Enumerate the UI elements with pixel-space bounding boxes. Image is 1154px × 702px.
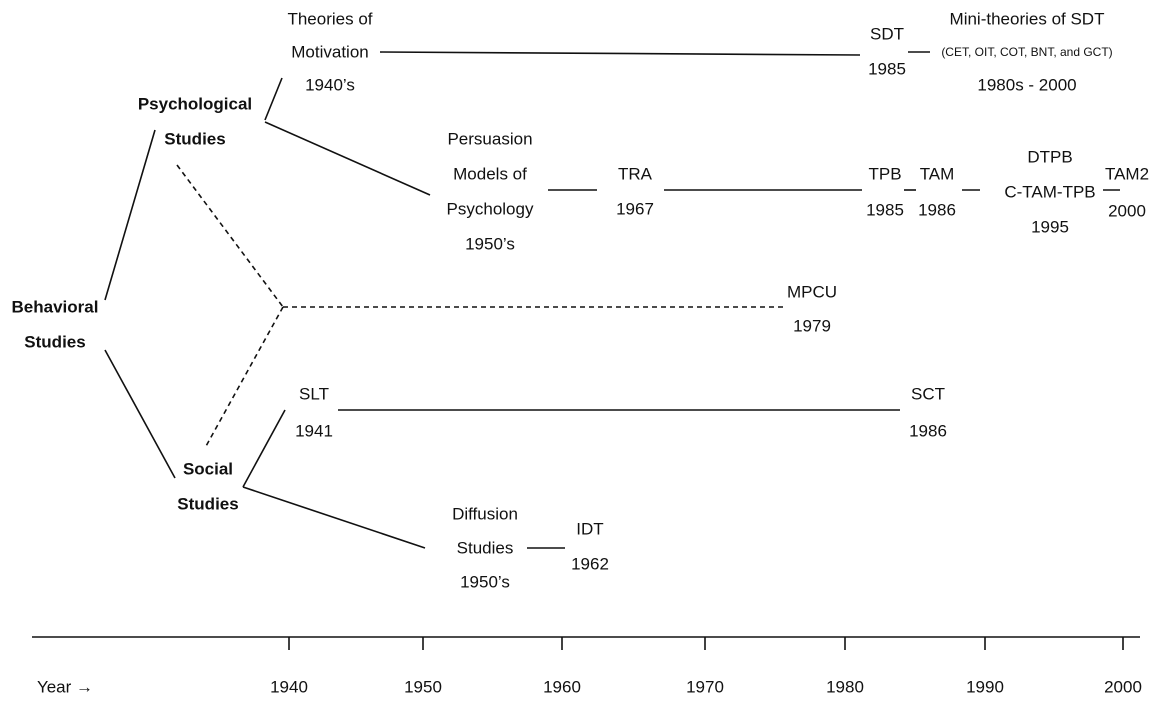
node-label: (CET, OIT, COT, BNT, and GCT)	[941, 45, 1112, 59]
node-label: Studies	[177, 494, 238, 513]
node-label: TAM2	[1105, 164, 1149, 183]
dashed-connector	[204, 306, 284, 449]
node-label: 1980s - 2000	[977, 75, 1076, 94]
node-label: Mini-theories of SDT	[950, 9, 1105, 28]
node-label: 1986	[909, 421, 947, 440]
axis-tick-label: 1970	[686, 677, 724, 696]
node-label: 1950’s	[460, 572, 510, 591]
connector	[104, 129, 156, 301]
node-label: 1962	[571, 554, 609, 573]
dashed-connector	[176, 164, 284, 308]
connector	[264, 121, 431, 196]
node-label: TPB	[868, 164, 901, 183]
node-label: Persuasion	[447, 129, 532, 148]
node-label: Studies	[24, 332, 85, 351]
node-label: Studies	[457, 538, 514, 557]
axis-tick-label: 2000	[1104, 677, 1142, 696]
node-label: 1941	[295, 421, 333, 440]
connectors	[32, 51, 1140, 638]
node-label: 2000	[1108, 201, 1146, 220]
node-label: TAM	[920, 164, 955, 183]
connector	[242, 486, 426, 549]
connector	[264, 77, 283, 121]
node-label: MPCU	[787, 282, 837, 301]
axis-tick-label: 1990	[966, 677, 1004, 696]
node-label: Theories of	[287, 9, 372, 28]
node-label: SLT	[299, 384, 329, 403]
node-label: C-TAM-TPB	[1004, 182, 1095, 201]
connector	[242, 409, 286, 488]
node-label: Motivation	[291, 42, 368, 61]
connector	[379, 51, 861, 56]
node-label: 1979	[793, 316, 831, 335]
node-label: 1986	[918, 200, 956, 219]
node-label: SDT	[870, 24, 904, 43]
node-label: Studies	[164, 129, 225, 148]
node-label: TRA	[618, 164, 653, 183]
node-label: IDT	[576, 519, 603, 538]
node-label: SCT	[911, 384, 945, 403]
node-label: 1967	[616, 199, 654, 218]
axis-label: Year →	[37, 677, 93, 696]
axis-tick-label: 1980	[826, 677, 864, 696]
node-label: 1950’s	[465, 234, 515, 253]
node-label: Social	[183, 459, 233, 478]
axis-tick-label: 1950	[404, 677, 442, 696]
node-label: Psychological	[138, 94, 252, 113]
connector	[104, 349, 176, 479]
node-label: Behavioral	[12, 297, 99, 316]
node-label: Psychology	[447, 199, 534, 218]
axis-tick-label: 1960	[543, 677, 581, 696]
node-label: 1995	[1031, 217, 1069, 236]
node-label: 1985	[866, 200, 904, 219]
node-label: Diffusion	[452, 504, 518, 523]
node-label: DTPB	[1027, 147, 1072, 166]
axis-tick-label: 1940	[270, 677, 308, 696]
node-label: Models of	[453, 164, 527, 183]
node-label: 1940’s	[305, 75, 355, 94]
node-label: 1985	[868, 59, 906, 78]
